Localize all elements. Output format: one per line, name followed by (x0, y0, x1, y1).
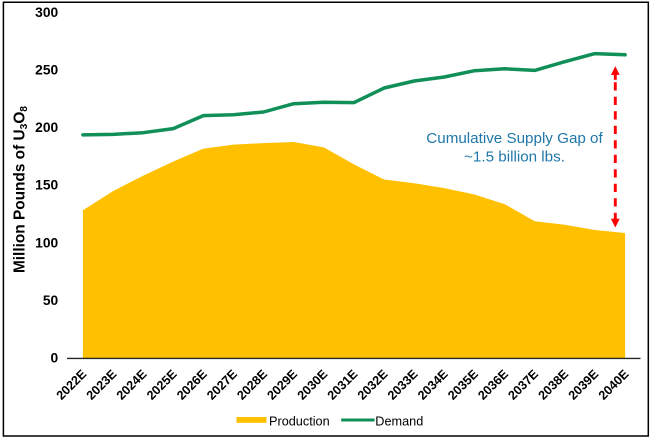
svg-text:Million Pounds of U3O8: Million Pounds of U3O8 (11, 106, 30, 273)
svg-text:100: 100 (35, 235, 58, 250)
svg-text:Cumulative Supply Gap of: Cumulative Supply Gap of (426, 130, 603, 147)
svg-text:50: 50 (43, 293, 59, 308)
svg-text:Production: Production (269, 414, 330, 428)
svg-text:250: 250 (35, 62, 58, 77)
svg-text:150: 150 (35, 178, 58, 193)
svg-text:200: 200 (35, 120, 58, 135)
svg-text:0: 0 (51, 351, 59, 366)
svg-text:~1.5 billion lbs.: ~1.5 billion lbs. (464, 148, 565, 165)
svg-text:Demand: Demand (375, 414, 423, 428)
svg-text:300: 300 (35, 5, 58, 20)
